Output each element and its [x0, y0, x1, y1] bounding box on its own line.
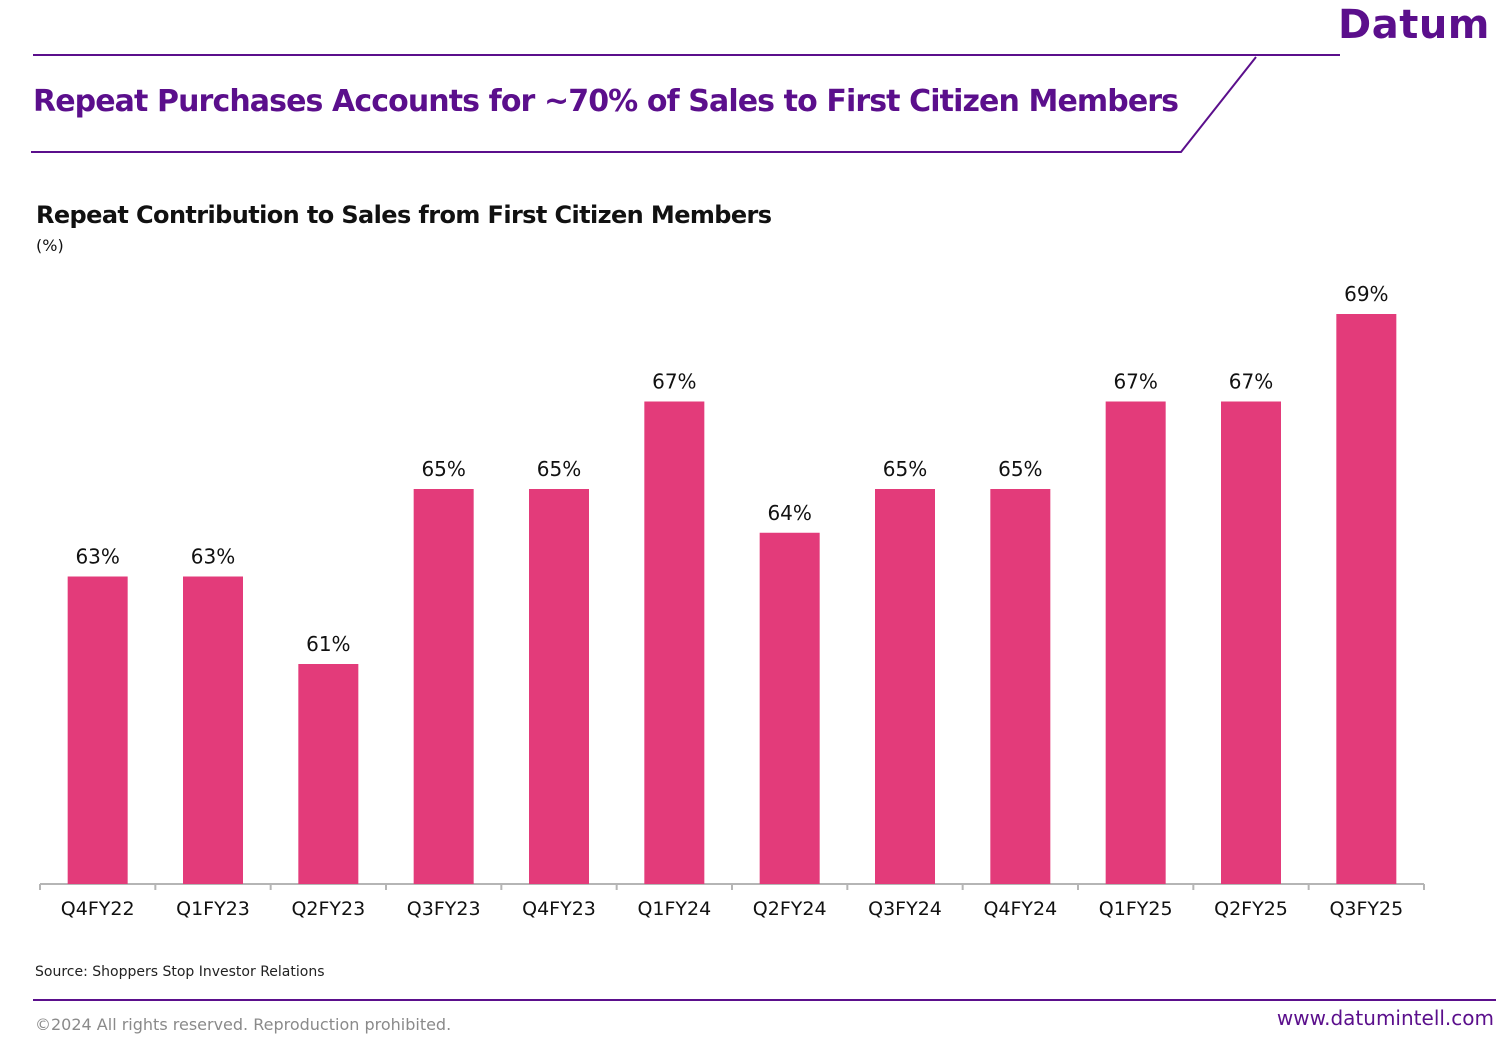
- bar-q2fy24: [759, 532, 820, 884]
- bar-q3fy24: [875, 489, 935, 884]
- chart-title: Repeat Contribution to Sales from First …: [36, 201, 772, 229]
- category-label: Q4FY24: [983, 898, 1057, 920]
- category-label: Q1FY25: [1099, 898, 1173, 920]
- copyright-notice: ©2024 All rights reserved. Reproduction …: [35, 1015, 452, 1034]
- data-label: 67%: [1229, 370, 1273, 394]
- data-label: 69%: [1344, 282, 1388, 306]
- category-label: Q1FY24: [637, 898, 711, 920]
- data-label: 63%: [75, 545, 119, 569]
- bar-q3fy23: [413, 489, 474, 884]
- website-link[interactable]: www.datumintell.com: [1276, 1006, 1494, 1030]
- category-label: Q1FY23: [176, 898, 250, 920]
- data-label: 65%: [421, 457, 465, 481]
- bar-q4fy23: [529, 489, 589, 884]
- slide-title: Repeat Purchases Accounts for ~70% of Sa…: [33, 84, 1179, 119]
- category-label: Q2FY24: [753, 898, 827, 920]
- bar-q2fy25: [1221, 401, 1281, 884]
- bar-q1fy24: [644, 401, 705, 884]
- data-label: 67%: [652, 370, 696, 394]
- bar-q4fy22: [67, 576, 128, 884]
- bar-q1fy23: [183, 576, 243, 884]
- category-label: Q3FY25: [1329, 898, 1403, 920]
- data-label: 65%: [537, 457, 581, 481]
- category-label: Q2FY23: [291, 898, 365, 920]
- bar-q1fy25: [1105, 401, 1166, 884]
- data-label: 61%: [306, 632, 350, 656]
- category-label: Q3FY23: [407, 898, 481, 920]
- source-note: Source: Shoppers Stop Investor Relations: [35, 964, 325, 980]
- datum-logo: Datum: [1338, 2, 1490, 48]
- category-label: Q4FY23: [522, 898, 596, 920]
- bar-q3fy25: [1336, 314, 1397, 884]
- bar-q2fy23: [298, 664, 359, 884]
- category-label: Q3FY24: [868, 898, 942, 920]
- data-label: 65%: [883, 457, 927, 481]
- chart-unit-label: (%): [36, 236, 64, 255]
- category-label: Q4FY22: [61, 898, 135, 920]
- data-label: 67%: [1113, 370, 1157, 394]
- bar-chart: 63% Q4FY22 63% Q1FY23 61% Q2FY23 65% Q3FY23 65% Q…: [39, 282, 1425, 920]
- data-label: 65%: [998, 457, 1042, 481]
- data-label: 63%: [191, 545, 235, 569]
- title-underline-slant: [31, 56, 1257, 153]
- category-label: Q2FY25: [1214, 898, 1288, 920]
- bar-q4fy24: [990, 489, 1051, 884]
- data-label: 64%: [767, 501, 811, 525]
